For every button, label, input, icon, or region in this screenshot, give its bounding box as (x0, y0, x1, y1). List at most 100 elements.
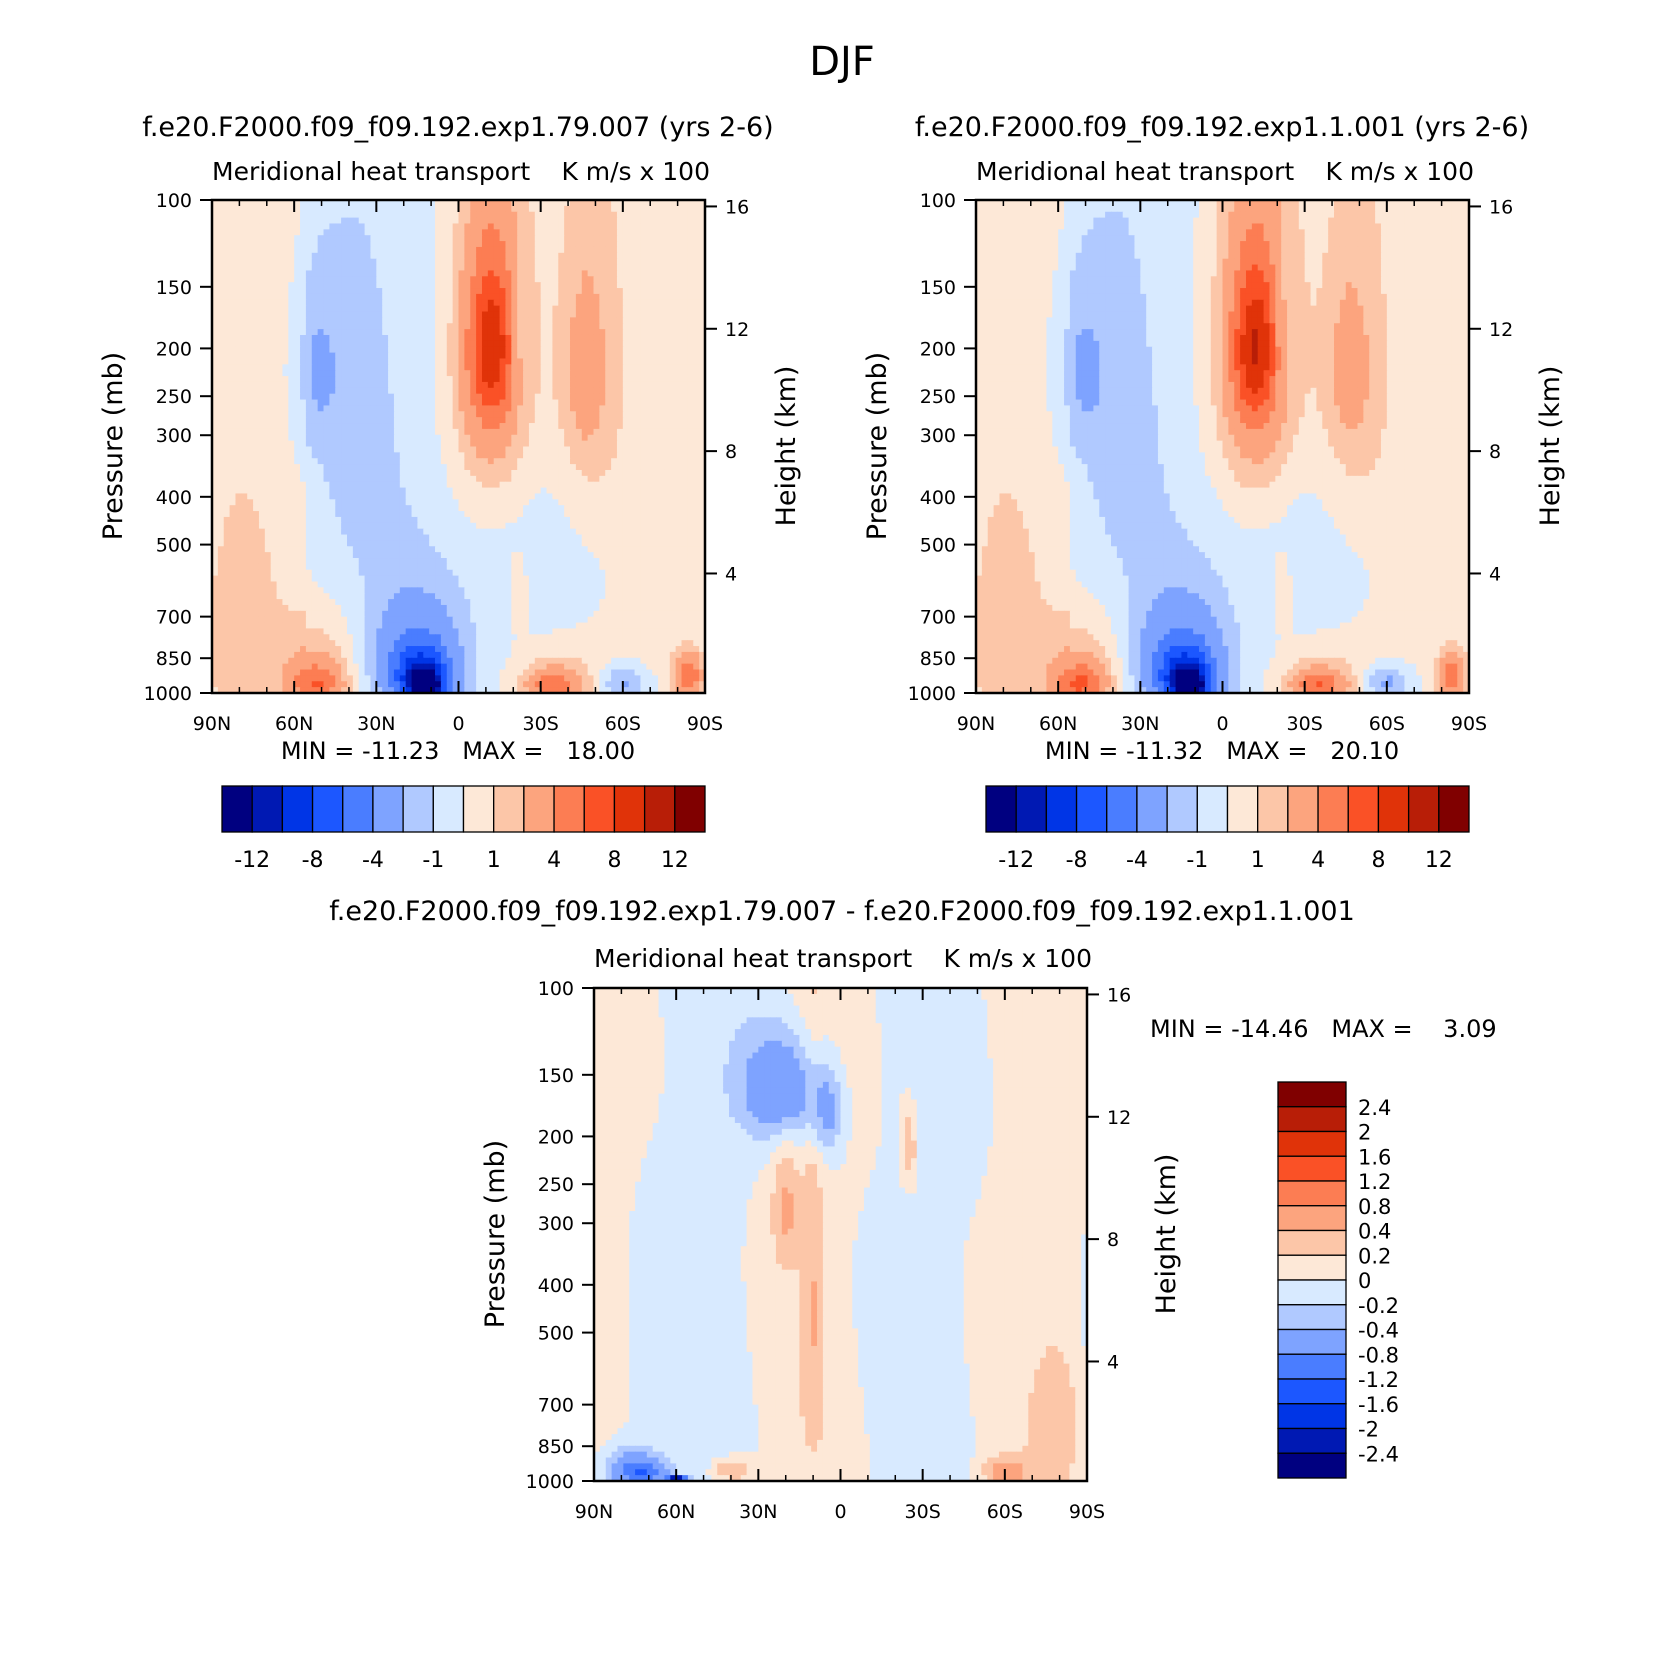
contour-cell (681, 258, 688, 266)
contour-cell (570, 311, 577, 318)
contour-cell (476, 205, 483, 213)
contour-cell (599, 376, 606, 383)
contour-cell (264, 546, 272, 553)
contour-cell (247, 305, 254, 313)
contour-cell (528, 305, 536, 313)
contour-cell (435, 534, 442, 542)
contour-cell (523, 323, 530, 330)
contour-cell (693, 516, 700, 524)
contour-cell (481, 464, 489, 471)
contour-cell (699, 293, 705, 301)
contour-cell (552, 522, 559, 530)
contour-cell (423, 364, 430, 371)
contour-cell (493, 522, 501, 530)
contour-cell (217, 516, 225, 524)
contour-cell (487, 370, 495, 377)
contour-cell (669, 205, 677, 213)
contour-cell (499, 258, 507, 266)
contour-cell (358, 499, 366, 506)
contour-cell (399, 469, 407, 477)
contour-cell (358, 334, 366, 342)
contour-cell (646, 417, 653, 424)
contour-cell (276, 475, 284, 483)
contour-cell (247, 452, 254, 459)
contour-cell (528, 452, 536, 459)
contour-cell (217, 405, 225, 412)
contour-cell (528, 352, 536, 360)
contour-cell (452, 317, 460, 324)
contour-cell (499, 387, 507, 395)
contour-cell (429, 211, 436, 219)
contour-cell (235, 323, 242, 330)
contour-cell (282, 411, 289, 418)
contour-cell (652, 475, 659, 483)
contour-cell (311, 522, 319, 530)
contour-cell (294, 329, 301, 336)
contour-cell (634, 235, 642, 242)
contour-cell (212, 334, 219, 342)
contour-cell (352, 235, 360, 242)
contour-cell (476, 405, 483, 412)
contour-cell (241, 528, 248, 536)
contour-cell (511, 223, 518, 230)
contour-cell (212, 317, 219, 324)
contour-cell (481, 522, 489, 530)
contour-cell (317, 258, 325, 266)
contour-cell (446, 516, 454, 524)
contour-cell (570, 200, 577, 207)
contour-cell (446, 246, 454, 254)
contour-cell (346, 352, 354, 360)
contour-cell (405, 475, 413, 483)
contour-cell (358, 200, 366, 207)
contour-cell (270, 387, 278, 395)
contour-cell (382, 469, 389, 477)
contour-cell (570, 434, 577, 442)
contour-cell (294, 481, 301, 489)
contour-cell (628, 270, 636, 277)
contour-cell (247, 340, 254, 348)
contour-cell (411, 469, 419, 477)
contour-cell (411, 317, 419, 324)
contour-cell (305, 446, 313, 453)
contour-cell (276, 329, 284, 336)
contour-cell (575, 364, 583, 371)
contour-cell (393, 241, 401, 248)
contour-cell (435, 387, 442, 395)
contour-cell (294, 364, 301, 371)
contour-cell (517, 522, 524, 530)
contour-cell (622, 323, 630, 330)
contour-cell (552, 428, 559, 436)
contour-cell (423, 411, 430, 418)
contour-cell (487, 516, 495, 524)
contour-cell (235, 464, 242, 471)
contour-cell (388, 323, 395, 330)
contour-cell (511, 288, 518, 295)
contour-cell (417, 340, 424, 348)
contour-cell (581, 352, 589, 360)
contour-cell (528, 223, 536, 230)
contour-cell (241, 311, 248, 318)
contour-cell (493, 428, 501, 436)
contour-cell (640, 334, 647, 342)
contour-cell (358, 235, 366, 242)
contour-cell (247, 522, 254, 530)
contour-cell (605, 276, 612, 283)
contour-cell (212, 417, 219, 424)
contour-cell (517, 329, 524, 336)
contour-cell (587, 469, 595, 477)
contour-cell (323, 252, 330, 260)
contour-cell (235, 252, 242, 260)
contour-cell (329, 211, 336, 219)
contour-cell (405, 393, 413, 401)
contour-cell (487, 235, 495, 242)
contour-cell (270, 434, 278, 442)
contour-cell (628, 200, 636, 207)
contour-cell (329, 417, 336, 424)
contour-cell (646, 399, 653, 407)
contour-cell (335, 434, 342, 442)
contour-cell (693, 264, 700, 272)
contour-cell (540, 417, 548, 424)
contour-cell (481, 358, 489, 365)
contour-cell (446, 311, 454, 318)
contour-cell (640, 346, 647, 354)
